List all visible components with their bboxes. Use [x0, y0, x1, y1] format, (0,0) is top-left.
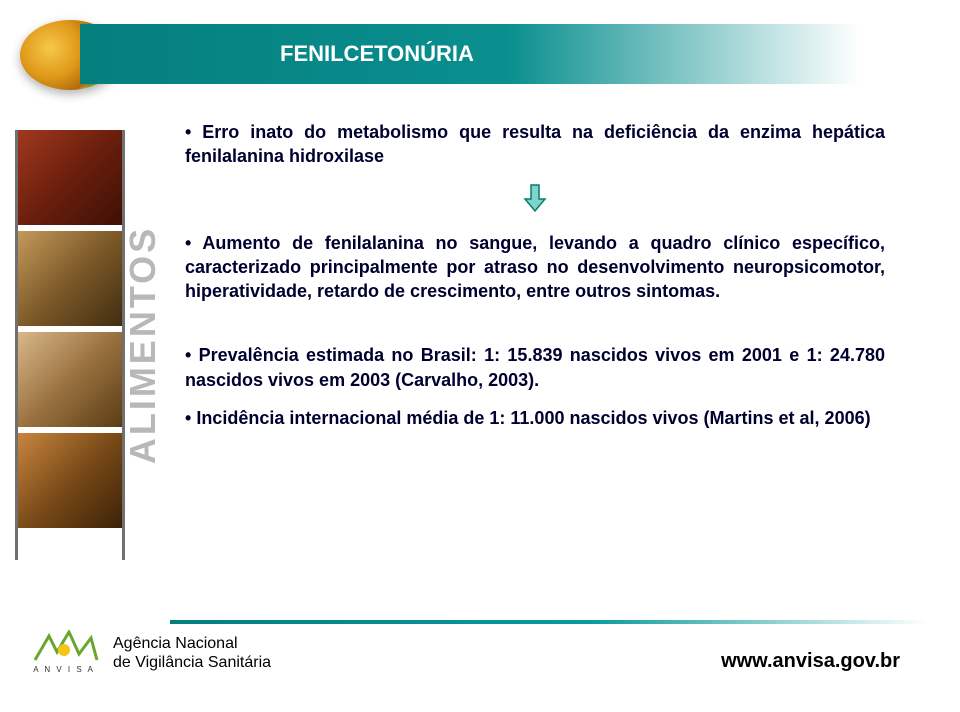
bullet-item: Prevalência estimada no Brasil: 1: 15.83…: [185, 343, 885, 392]
down-arrow-icon: [523, 183, 547, 213]
side-photo: [18, 130, 122, 225]
spacer: [185, 317, 885, 343]
side-photo: [18, 433, 122, 528]
side-vertical-label: ALIMENTOS: [125, 140, 161, 550]
bullet-item: Incidência internacional média de 1: 11.…: [185, 406, 885, 430]
side-photo: [18, 332, 122, 427]
agency-line2: de Vigilância Sanitária: [113, 653, 271, 672]
agency-name: Agência Nacional de Vigilância Sanitária: [113, 634, 271, 672]
anvisa-logo: A N V I S A: [25, 630, 103, 676]
agency-line1: Agência Nacional: [113, 634, 271, 653]
bullet-item: Erro inato do metabolismo que resulta na…: [185, 120, 885, 169]
slide-title: FENILCETONÚRIA: [280, 41, 474, 67]
side-photo: [18, 231, 122, 326]
content-area: Erro inato do metabolismo que resulta na…: [185, 120, 885, 444]
footer-url: www.anvisa.gov.br: [721, 650, 900, 673]
title-bar: FENILCETONÚRIA: [80, 24, 860, 84]
footer-left: A N V I S A Agência Nacional de Vigilânc…: [25, 630, 271, 676]
footer-separator: [170, 620, 930, 624]
side-label-text: ALIMENTOS: [122, 226, 164, 464]
side-photo-strip: [15, 130, 125, 560]
bullet-item: Aumento de fenilalanina no sangue, levan…: [185, 231, 885, 304]
logo-caption: A N V I S A: [33, 665, 95, 674]
